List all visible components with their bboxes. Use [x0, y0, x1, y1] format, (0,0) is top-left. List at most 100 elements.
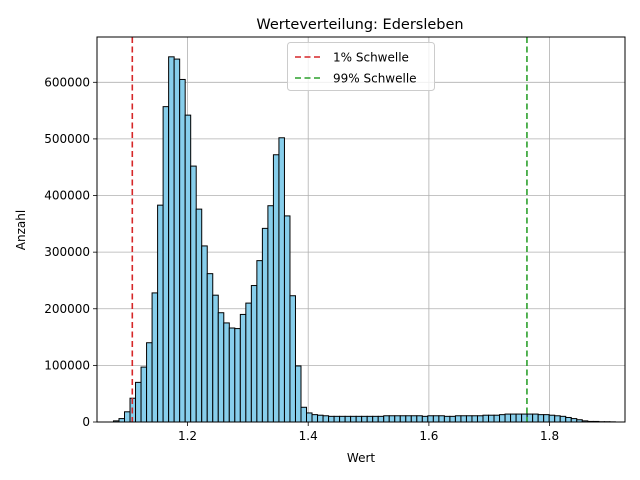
histogram-bar	[410, 415, 418, 423]
histogram-bar	[322, 415, 330, 423]
y-tick-label: 200000	[44, 302, 90, 316]
threshold-lines	[131, 37, 528, 422]
histogram-bar	[543, 414, 550, 423]
histogram-bar	[355, 415, 363, 423]
histogram-bar	[471, 415, 478, 423]
x-tick-label: 1.4	[299, 429, 318, 443]
legend-label: 1% Schwelle	[333, 51, 409, 65]
histogram-bar	[162, 106, 170, 423]
histogram-bar	[184, 114, 192, 423]
histogram-bar	[559, 415, 567, 423]
histogram-bar	[454, 415, 462, 423]
histogram-bar	[405, 415, 412, 423]
histogram-bar	[482, 414, 490, 423]
legend-label: 99% Schwelle	[333, 72, 417, 86]
histogram-bar	[570, 418, 578, 423]
histogram-bar	[239, 313, 247, 423]
histogram-bar	[515, 413, 523, 423]
histogram-bar	[283, 215, 291, 423]
histogram-bar	[261, 227, 269, 423]
histogram-bar	[272, 154, 280, 423]
legend: 1% Schwelle 99% Schwelle	[287, 42, 435, 91]
histogram-bar	[394, 415, 401, 423]
histogram-bar	[416, 415, 423, 423]
y-tick-label: 100000	[44, 358, 90, 372]
y-tick-label: 600000	[44, 75, 90, 89]
x-axis-ticks: 1.2 1.4 1.6 1.8	[178, 422, 559, 443]
histogram-bar	[344, 415, 352, 423]
y-tick-label: 300000	[44, 245, 90, 259]
histogram-bar	[173, 58, 181, 423]
histogram-bar	[537, 414, 545, 423]
histogram-bar	[289, 295, 296, 423]
histogram-bar	[311, 414, 319, 423]
histogram-bar	[179, 78, 186, 423]
histogram-bar	[350, 415, 357, 423]
histogram-bar	[465, 415, 473, 423]
histogram-bar	[443, 415, 451, 423]
histogram-bar	[388, 415, 396, 423]
histogram-bar	[565, 416, 572, 423]
histogram-bar	[267, 205, 274, 423]
histogram-bar	[124, 411, 131, 423]
histogram-bar	[504, 413, 512, 423]
histogram-bar	[256, 260, 263, 423]
y-tick-label: 400000	[44, 189, 90, 203]
histogram-bar	[361, 415, 368, 423]
y-axis-ticks: 0 100000 200000 300000 400000 500000 600000	[44, 75, 97, 429]
histogram-bar	[554, 415, 561, 423]
histogram-bar	[228, 327, 236, 423]
histogram-bar	[526, 413, 534, 423]
histogram-bar	[449, 415, 456, 423]
histogram-bar	[317, 414, 324, 423]
x-axis-label: Wert	[347, 451, 375, 465]
y-tick-label: 0	[82, 415, 90, 429]
histogram-bar	[195, 208, 203, 423]
y-axis-label: Anzahl	[14, 210, 28, 250]
histogram-bar	[510, 413, 517, 423]
y-tick-label: 500000	[44, 132, 90, 146]
histogram-bar	[432, 415, 440, 423]
histogram-bar	[427, 415, 434, 423]
x-tick-label: 1.6	[419, 429, 438, 443]
histogram-bar	[234, 328, 241, 423]
histogram-bar	[250, 285, 258, 423]
histogram-bar	[135, 381, 142, 423]
histogram-bar	[223, 322, 230, 423]
histogram-bar	[532, 413, 539, 423]
histogram-bar	[333, 415, 341, 423]
histogram-bar	[438, 415, 445, 423]
histogram-bar	[190, 165, 197, 423]
histogram-bar	[168, 56, 175, 423]
histogram-bar	[157, 204, 164, 423]
histogram-bar	[499, 414, 506, 423]
histogram-bar	[377, 415, 385, 423]
histogram-bar	[151, 292, 159, 423]
histogram-bar	[212, 294, 219, 423]
histogram-bar	[278, 137, 285, 423]
plot-frame	[96, 36, 626, 423]
legend-box	[287, 42, 435, 91]
histogram-bar	[476, 415, 484, 423]
histogram-bar	[201, 245, 208, 423]
histogram-bar	[399, 415, 407, 423]
histogram-bar	[339, 415, 346, 423]
x-tick-label: 1.2	[178, 429, 197, 443]
histogram-bar	[146, 342, 153, 423]
x-tick-label: 1.8	[540, 429, 559, 443]
histogram-bar	[421, 415, 429, 423]
histogram-bar	[217, 312, 225, 423]
histogram-bar	[366, 415, 374, 423]
histogram-bar	[206, 273, 214, 423]
histogram-bar	[493, 414, 501, 423]
histogram-bar	[140, 366, 148, 423]
histogram-bar	[245, 302, 252, 423]
histogram-bar	[548, 414, 556, 423]
histogram-bar	[488, 414, 495, 423]
histogram-bar	[118, 418, 126, 423]
chart-title: Werteverteilung: Edersleben	[256, 17, 463, 33]
histogram-bar	[328, 415, 335, 423]
histogram-bar	[306, 412, 313, 423]
histogram-bar	[294, 365, 302, 423]
